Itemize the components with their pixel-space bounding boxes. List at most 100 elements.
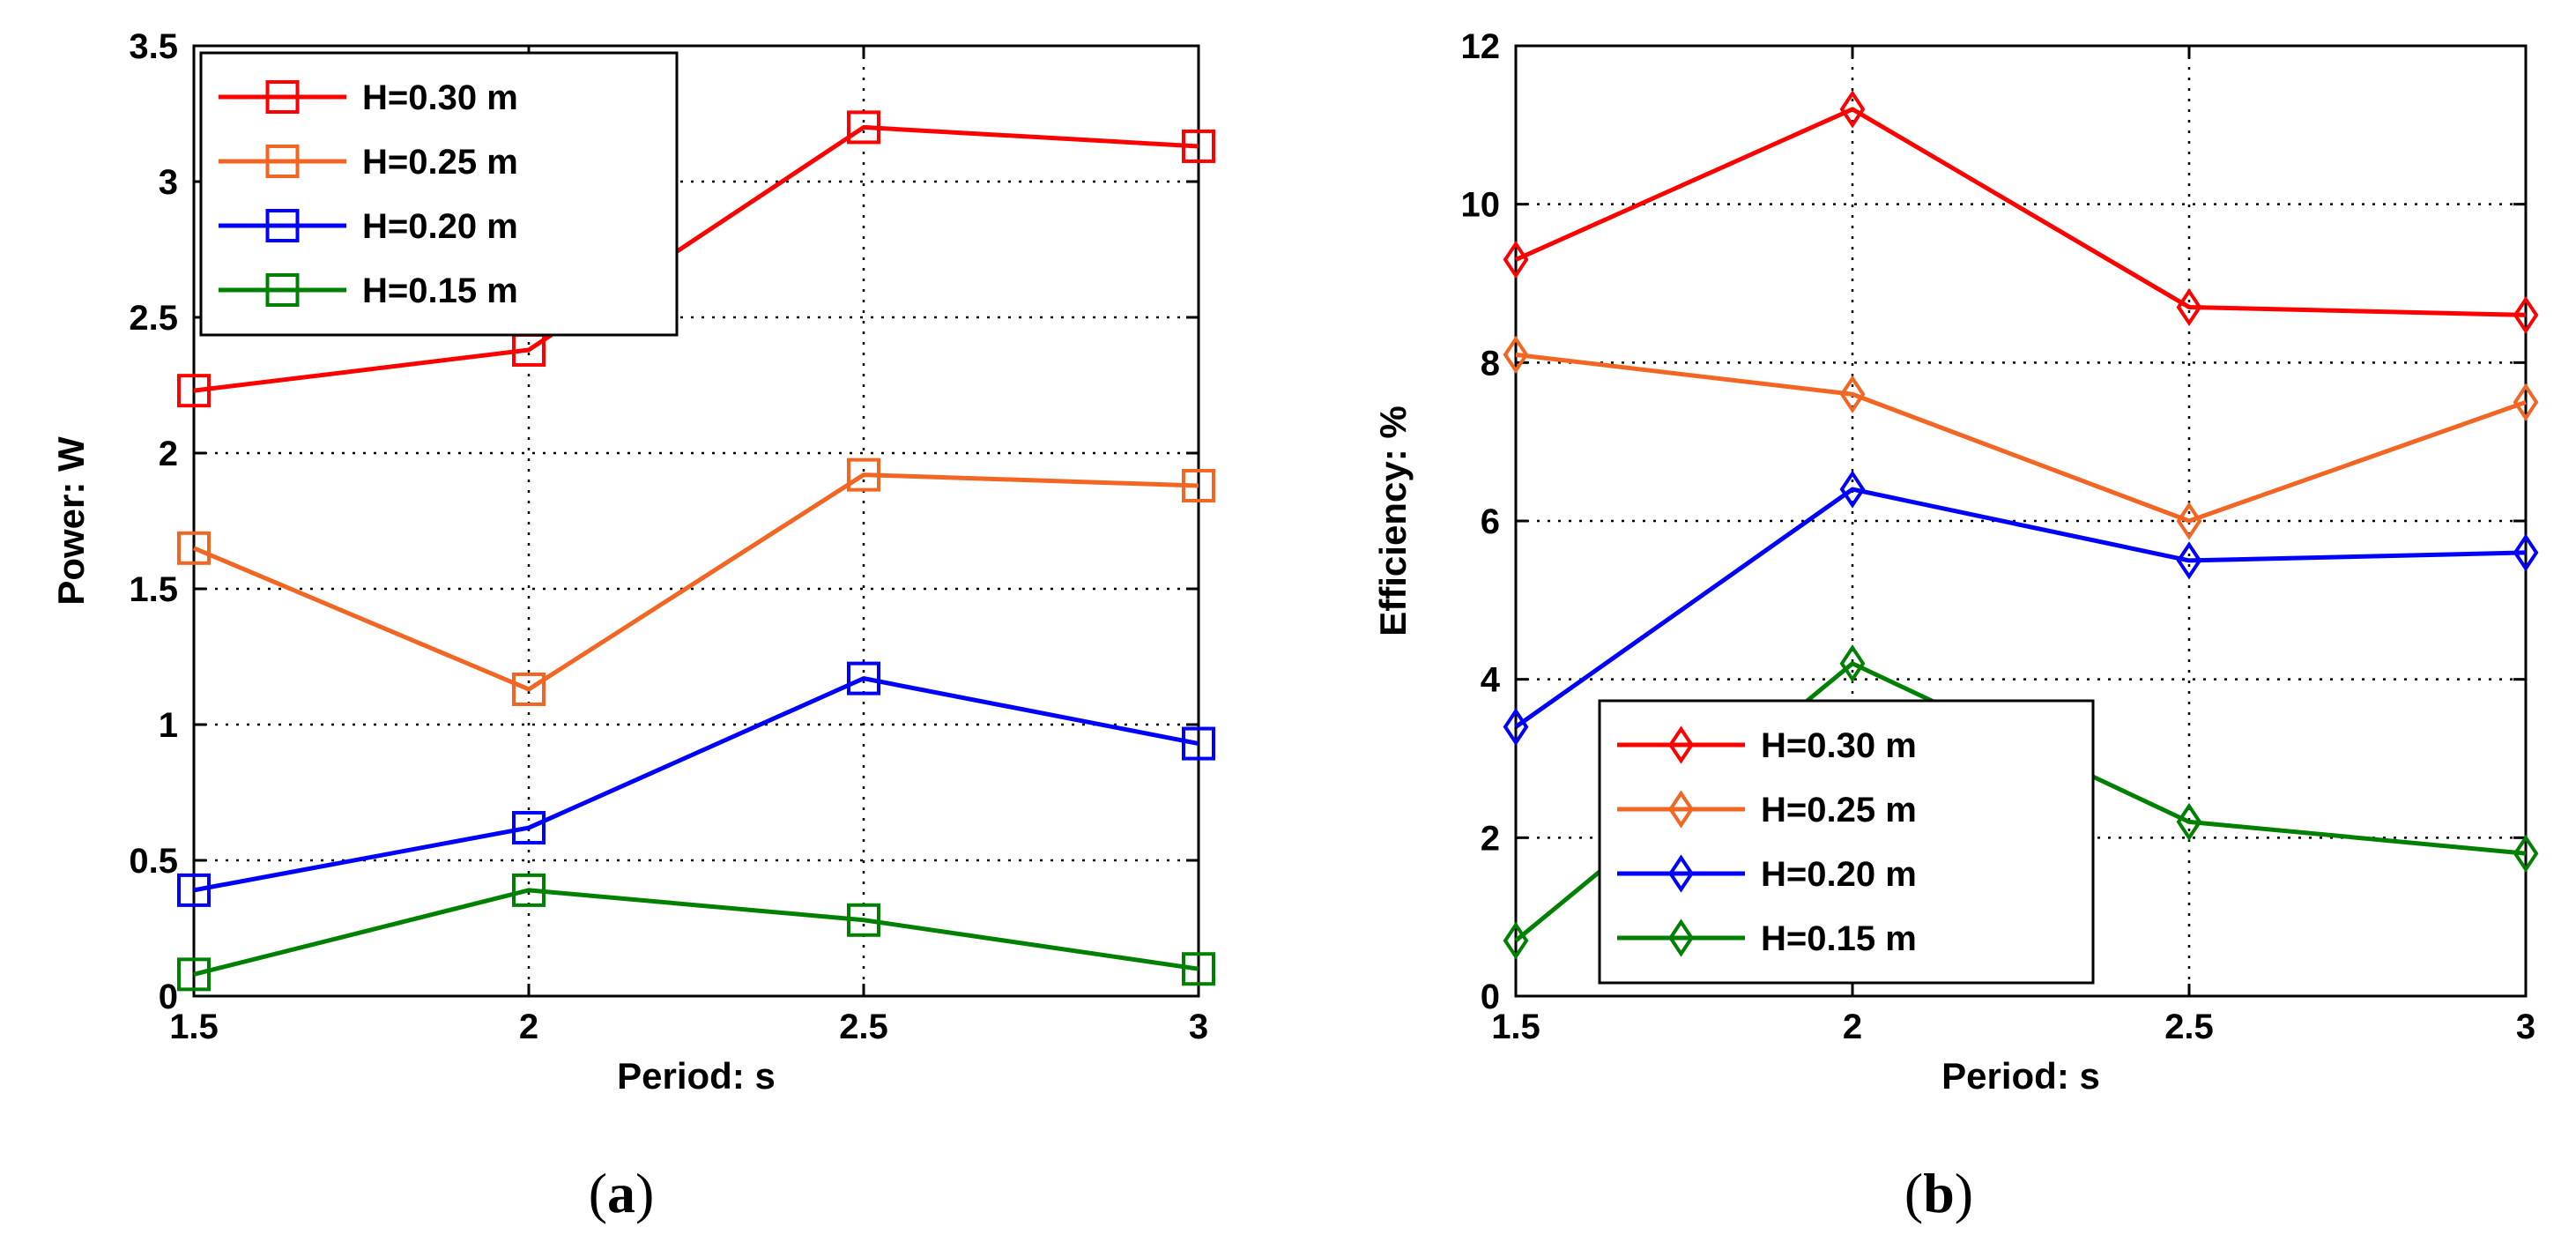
- x-tick-label: 1.5: [1491, 1008, 1540, 1046]
- data-point: [177, 531, 211, 565]
- caption-open: (: [589, 1162, 607, 1224]
- legend: H=0.30 m H=0.25 m H=0.20 m H=0.15 m: [1598, 699, 2095, 985]
- data-point: [177, 957, 211, 992]
- y-tick-label: 2: [159, 435, 178, 473]
- series-line: [193, 888, 1199, 977]
- series-line: [193, 676, 1199, 893]
- y-tick-label: 4: [1481, 661, 1501, 700]
- legend-marker: [265, 273, 300, 307]
- data-point: [2513, 533, 2539, 572]
- caption-letter: a: [607, 1162, 635, 1224]
- data-point: [2513, 295, 2539, 335]
- y-tick-label: 2: [1481, 819, 1500, 858]
- data-point: [1503, 707, 1529, 747]
- panel-caption: (b): [1904, 1162, 1973, 1224]
- y-tick-label: 0: [159, 978, 178, 1016]
- data-point: [2513, 834, 2539, 873]
- legend-label: H=0.20 m: [1761, 855, 1917, 894]
- caption-open: (: [1904, 1162, 1923, 1224]
- data-point: [512, 811, 546, 845]
- legend-label: H=0.25 m: [362, 143, 518, 182]
- x-tick-label: 3: [2516, 1008, 2535, 1046]
- y-tick-label: 3.5: [129, 27, 178, 66]
- caption-close: ): [635, 1162, 654, 1224]
- legend-marker: [1668, 790, 1694, 829]
- chart-panel-a: 1.5 2 2.5 3 0 0.5 1 1.5 2 2.5 3 3.5 Period: s Power: …: [50, 27, 1215, 1224]
- x-tick-label: 2.5: [2164, 1008, 2214, 1046]
- caption-close: ): [1955, 1162, 1973, 1224]
- legend-marker: [1668, 725, 1694, 764]
- y-tick-label: 0: [1481, 978, 1500, 1016]
- data-point: [177, 873, 211, 907]
- y-axis-label: Power: W: [50, 436, 92, 606]
- y-tick-label: 12: [1461, 27, 1501, 66]
- data-point: [1182, 468, 1215, 502]
- data-point: [847, 457, 880, 492]
- data-point: [2176, 502, 2202, 540]
- y-tick-label: 0.5: [129, 842, 178, 881]
- data-point: [2513, 383, 2539, 421]
- data-point: [1839, 644, 1866, 683]
- axes-box: [192, 44, 1200, 998]
- data-point: [177, 374, 211, 408]
- data-point: [847, 110, 880, 145]
- data-point: [1503, 240, 1529, 279]
- data-point: [1839, 470, 1866, 509]
- data-point: [2176, 802, 2202, 841]
- y-tick-label: 6: [1481, 502, 1500, 541]
- legend-label: H=0.30 m: [362, 78, 518, 117]
- data-point: [847, 903, 880, 937]
- legend-marker: [265, 209, 300, 242]
- legend-label: H=0.15 m: [362, 271, 518, 310]
- legend-label: H=0.30 m: [1761, 726, 1917, 765]
- x-axis-label: Period: s: [1941, 1055, 2100, 1097]
- legend-marker: [1668, 854, 1694, 893]
- series-line: [193, 124, 1199, 393]
- x-axis-label: Period: s: [617, 1055, 776, 1097]
- legend-marker: [1668, 919, 1694, 957]
- data-point: [1182, 129, 1215, 163]
- y-tick-label: 2.5: [129, 299, 178, 338]
- chart-panel-b: 1.5 2 2.5 3 0 2 4 6 8 10 12 Period: s Efficiency: % H…: [1372, 27, 2539, 1224]
- series-line: [1515, 352, 2527, 524]
- x-tick-label: 2.5: [839, 1008, 888, 1046]
- x-tick-label: 2: [1843, 1008, 1862, 1046]
- legend-label: H=0.15 m: [1761, 919, 1917, 958]
- data-point: [1503, 335, 1529, 374]
- legend-marker: [265, 145, 300, 178]
- y-tick-label: 10: [1461, 186, 1501, 225]
- x-tick-label: 2: [519, 1008, 538, 1046]
- data-point: [512, 873, 546, 907]
- panel-caption: (a): [589, 1162, 655, 1224]
- x-tick-label: 3: [1189, 1008, 1208, 1046]
- legend-marker: [265, 80, 300, 114]
- x-tick-label: 1.5: [169, 1008, 219, 1046]
- series-2: [177, 661, 1215, 907]
- data-point: [2176, 541, 2202, 580]
- series-1: [177, 457, 1215, 706]
- series-0: [1503, 90, 2539, 335]
- legend: H=0.30 m H=0.25 m H=0.20 m H=0.15 m: [199, 51, 679, 337]
- y-axis-label: Efficiency: %: [1372, 405, 1414, 636]
- data-point: [847, 661, 880, 695]
- series-line: [1514, 487, 2527, 729]
- caption-letter: b: [1923, 1162, 1955, 1224]
- legend-label: H=0.25 m: [1761, 791, 1917, 829]
- legend-label: H=0.20 m: [362, 207, 518, 246]
- data-point: [512, 672, 546, 706]
- series-1: [1503, 335, 2539, 540]
- data-point: [2176, 287, 2202, 327]
- series-line: [193, 472, 1199, 692]
- y-tick-label: 8: [1481, 344, 1500, 383]
- series-line: [1514, 107, 2527, 317]
- data-point: [1503, 921, 1529, 960]
- series-2: [1503, 470, 2539, 747]
- y-tick-label: 1.5: [129, 570, 178, 609]
- y-tick-label: 1: [159, 706, 178, 745]
- y-tick-label: 3: [159, 163, 178, 202]
- data-point: [1839, 375, 1866, 413]
- data-point: [1182, 952, 1215, 986]
- series-3: [177, 873, 1215, 992]
- data-point: [1839, 90, 1866, 129]
